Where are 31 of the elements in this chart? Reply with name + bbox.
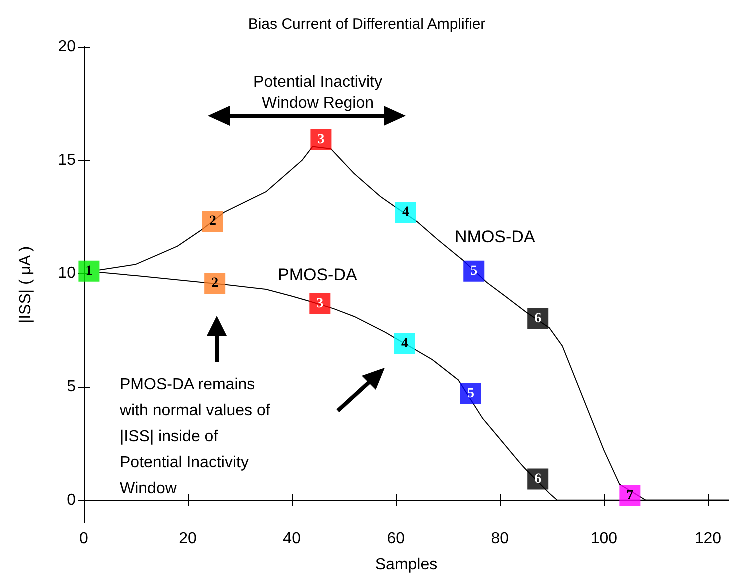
annotation: 6 (534, 472, 542, 487)
y-tick-label: 0 (67, 492, 76, 509)
annotation: 3 (318, 132, 325, 148)
annotation: NMOS-DA (455, 228, 536, 246)
y-tick-label: 15 (58, 152, 76, 169)
annotation: 4 (401, 336, 408, 352)
annotation: 2 (212, 276, 219, 292)
annotation: 1 (86, 264, 93, 279)
annotation: 3 (316, 296, 324, 312)
x-tick-label: 60 (387, 530, 406, 548)
annotation: 2 (210, 214, 216, 230)
x-axis-title: Samples (375, 556, 438, 574)
annotation: 7 (626, 488, 634, 504)
annotation: 4 (402, 204, 410, 220)
annotation: 6 (534, 312, 542, 326)
y-tick-label: 20 (58, 38, 76, 56)
x-tick-label: 0 (80, 530, 89, 548)
x-tick-label: 20 (179, 530, 198, 548)
x-tick-label: 100 (590, 530, 618, 548)
annotation: Potential Inactivity Window Region (254, 74, 382, 112)
annotation: 5 (468, 386, 474, 402)
y-tick-label: 10 (58, 265, 76, 282)
annotation: 5 (470, 264, 478, 279)
x-tick-label: 120 (694, 530, 722, 548)
y-tick-label: 5 (67, 378, 76, 396)
annotation: PMOS-DA (278, 266, 358, 284)
x-tick-label: 40 (283, 530, 302, 548)
chart-title: Bias Current of Differential Amplifier (248, 16, 486, 33)
y-axis-title: |ISS| ( μA ) (18, 246, 34, 324)
annotation: PMOS-DA remains with normal values of |ISS| inside of Potential Inactivity Window (119, 376, 271, 498)
x-tick-label: 80 (491, 530, 510, 548)
